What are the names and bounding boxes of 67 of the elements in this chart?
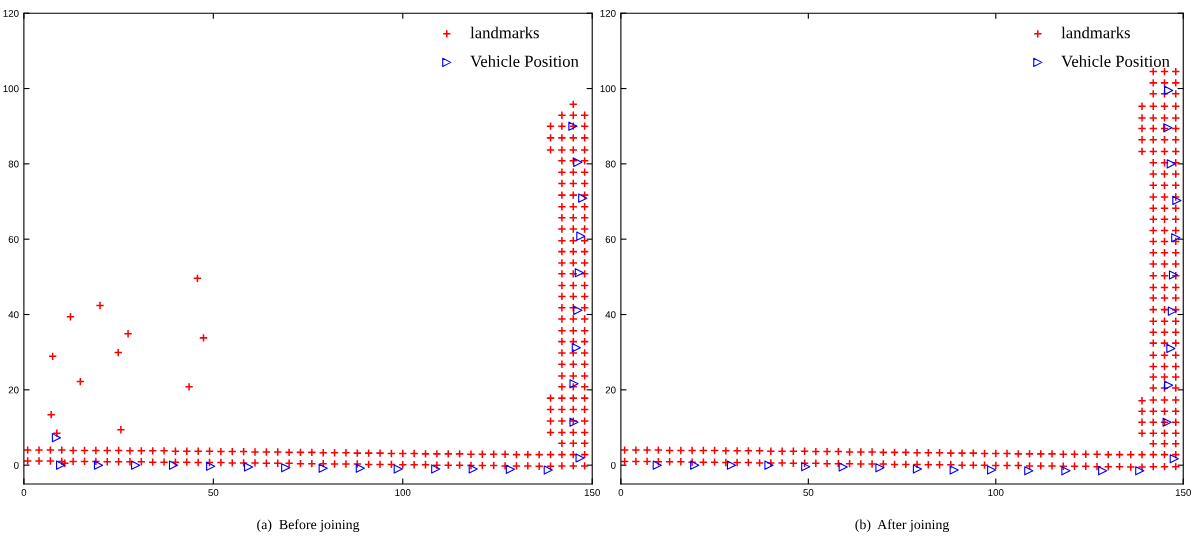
point <box>431 464 441 474</box>
point <box>575 453 585 463</box>
y-tick-label: 20 <box>8 386 19 394</box>
point <box>1163 123 1173 133</box>
point <box>573 157 583 167</box>
y-tick-label: 100 <box>3 85 19 93</box>
point <box>1166 343 1176 354</box>
legend-label: Vehicle Position <box>470 55 579 67</box>
point <box>912 464 923 474</box>
y-tick-label: 120 <box>600 9 616 17</box>
point <box>1024 466 1034 476</box>
point <box>1169 454 1179 464</box>
point <box>1167 306 1177 316</box>
y-tick-label: 0 <box>13 461 19 469</box>
text: (a) Before joining <box>257 519 360 533</box>
point <box>1135 466 1145 476</box>
point <box>838 462 848 472</box>
y-tick-label: 80 <box>605 160 616 168</box>
point <box>574 268 584 278</box>
x-tick-label: 50 <box>208 489 219 496</box>
point <box>1164 85 1174 96</box>
x-tick-label: 100 <box>395 489 411 496</box>
point <box>987 465 997 475</box>
point <box>51 433 62 443</box>
x-tick-label: 0 <box>21 489 27 496</box>
point <box>131 460 141 470</box>
point <box>1166 159 1176 169</box>
x-tick-label: 150 <box>1175 489 1191 496</box>
y-tick-label: 60 <box>8 235 19 243</box>
y-tick-label: 120 <box>3 9 19 17</box>
legend-label: landmarks <box>1061 26 1130 39</box>
y-tick-label: 20 <box>605 386 616 394</box>
x-tick-label: 0 <box>618 489 624 496</box>
point <box>949 465 959 475</box>
point <box>1164 380 1174 390</box>
x-tick-label: 50 <box>803 489 814 496</box>
point <box>468 464 478 474</box>
y-tick-label: 100 <box>600 85 616 93</box>
y-tick-label: 0 <box>610 461 616 469</box>
legend-label: landmarks <box>470 26 539 39</box>
y-tick-label: 60 <box>605 235 616 243</box>
point <box>726 460 737 470</box>
point <box>281 463 291 473</box>
point <box>505 464 515 474</box>
point <box>355 463 365 473</box>
legend-label: Vehicle Position <box>1061 55 1170 67</box>
point <box>1171 233 1181 243</box>
point <box>543 465 553 475</box>
point <box>576 231 586 241</box>
y-tick-label: 40 <box>8 311 19 319</box>
point <box>801 462 811 472</box>
x-tick-label: 100 <box>988 489 1004 496</box>
point <box>1061 466 1071 476</box>
point <box>1098 466 1108 476</box>
point <box>56 460 66 470</box>
y-tick-label: 40 <box>605 311 616 319</box>
y-tick-label: 80 <box>8 160 19 168</box>
point <box>318 463 328 473</box>
point <box>571 343 581 353</box>
point <box>93 460 104 470</box>
point <box>875 463 885 473</box>
point <box>243 462 254 472</box>
point <box>393 464 403 474</box>
x-tick-label: 150 <box>584 489 600 496</box>
point <box>573 305 583 315</box>
text: (b) After joining <box>855 519 950 533</box>
point <box>206 461 216 471</box>
